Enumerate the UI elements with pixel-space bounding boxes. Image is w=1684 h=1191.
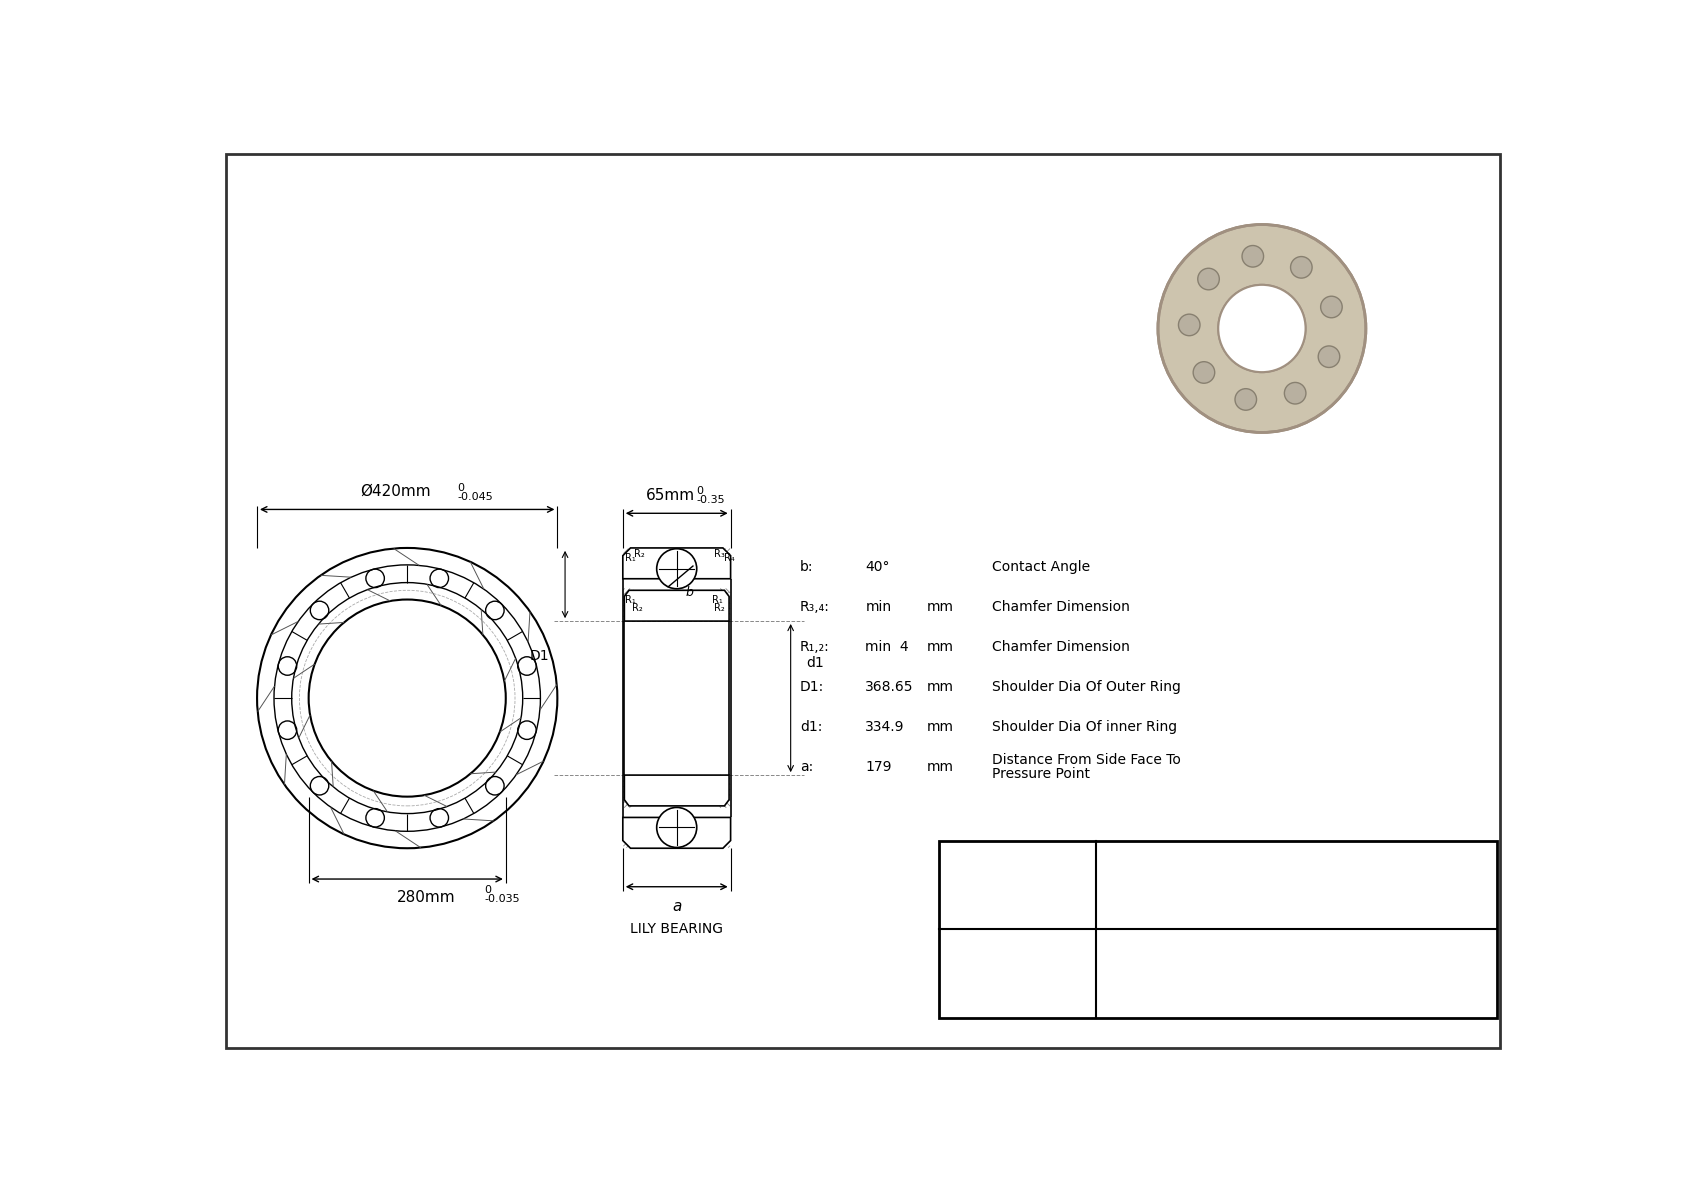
Text: a:: a: xyxy=(800,760,813,774)
Text: 0: 0 xyxy=(485,885,492,896)
Text: -0.35: -0.35 xyxy=(697,494,726,505)
Circle shape xyxy=(1234,388,1256,410)
Text: d1:: d1: xyxy=(800,721,822,735)
Text: Chamfer Dimension: Chamfer Dimension xyxy=(992,641,1130,654)
Circle shape xyxy=(657,549,697,588)
Circle shape xyxy=(1218,285,1305,372)
Text: R₂: R₂ xyxy=(633,549,645,559)
Ellipse shape xyxy=(1280,245,1307,412)
Circle shape xyxy=(1179,314,1201,336)
Text: R₄: R₄ xyxy=(724,553,736,562)
Text: Ø420mm: Ø420mm xyxy=(360,484,431,499)
Text: CE7056ZR: CE7056ZR xyxy=(1241,950,1352,969)
Text: R₁: R₁ xyxy=(625,553,637,562)
Circle shape xyxy=(1218,285,1305,372)
Circle shape xyxy=(1194,362,1214,384)
Text: min: min xyxy=(866,600,891,615)
Text: Shoulder Dia Of inner Ring: Shoulder Dia Of inner Ring xyxy=(992,721,1177,735)
Polygon shape xyxy=(625,775,729,806)
Text: 0: 0 xyxy=(697,486,704,497)
Text: mm: mm xyxy=(926,680,953,694)
Text: LILY: LILY xyxy=(958,859,1076,911)
Text: min  4: min 4 xyxy=(866,641,909,654)
Text: ®: ® xyxy=(1054,858,1073,875)
Text: Chamfer Dimension: Chamfer Dimension xyxy=(992,600,1130,615)
Text: mm: mm xyxy=(926,760,953,774)
Text: -0.035: -0.035 xyxy=(485,894,520,904)
Text: Contact Angle: Contact Angle xyxy=(992,560,1091,574)
Circle shape xyxy=(1320,297,1342,318)
Text: 40°: 40° xyxy=(866,560,889,574)
Text: a: a xyxy=(672,899,682,913)
Text: D1:: D1: xyxy=(800,680,823,694)
Circle shape xyxy=(1290,256,1312,279)
Text: b: b xyxy=(685,586,694,599)
Text: LILY BEARING: LILY BEARING xyxy=(630,922,722,936)
Text: 368.65: 368.65 xyxy=(866,680,914,694)
Circle shape xyxy=(657,807,697,848)
Circle shape xyxy=(1243,245,1263,267)
Text: Ceramic Angular Contact Ball Bearings: Ceramic Angular Contact Ball Bearings xyxy=(1148,978,1445,993)
Text: -0.045: -0.045 xyxy=(458,492,493,501)
Text: R₁: R₁ xyxy=(712,596,722,605)
Text: mm: mm xyxy=(926,721,953,735)
Circle shape xyxy=(1285,382,1305,404)
Text: Shoulder Dia Of Outer Ring: Shoulder Dia Of Outer Ring xyxy=(992,680,1180,694)
Text: 334.9: 334.9 xyxy=(866,721,904,735)
Text: mm: mm xyxy=(926,600,953,615)
Text: R₂: R₂ xyxy=(714,603,724,612)
Text: Email: lilybearing@lily-bearing.com: Email: lilybearing@lily-bearing.com xyxy=(1174,890,1420,904)
Text: Pressure Point: Pressure Point xyxy=(992,767,1091,781)
Text: R₂: R₂ xyxy=(632,603,643,612)
Circle shape xyxy=(1319,345,1340,368)
Text: SHANGHAI LILY BEARING LIMITED: SHANGHAI LILY BEARING LIMITED xyxy=(1128,862,1465,880)
Text: mm: mm xyxy=(926,641,953,654)
Text: R₁,₂:: R₁,₂: xyxy=(800,641,830,654)
Text: b:: b: xyxy=(800,560,813,574)
Text: D1: D1 xyxy=(530,649,549,662)
Text: 0: 0 xyxy=(458,482,465,493)
Circle shape xyxy=(1159,225,1366,432)
Polygon shape xyxy=(623,817,731,848)
Bar xyxy=(938,841,1497,1017)
Text: 179: 179 xyxy=(866,760,893,774)
Text: R₁: R₁ xyxy=(625,596,637,605)
Text: Part
Number: Part Number xyxy=(983,954,1051,993)
Text: d1: d1 xyxy=(807,656,823,671)
Text: 280mm: 280mm xyxy=(397,890,456,905)
Text: R₃,₄:: R₃,₄: xyxy=(800,600,830,615)
Text: R₃: R₃ xyxy=(714,549,724,559)
Circle shape xyxy=(1197,268,1219,289)
Text: Distance From Side Face To: Distance From Side Face To xyxy=(992,754,1180,767)
Polygon shape xyxy=(623,548,731,579)
Polygon shape xyxy=(625,591,729,621)
Text: 65mm: 65mm xyxy=(647,487,695,503)
